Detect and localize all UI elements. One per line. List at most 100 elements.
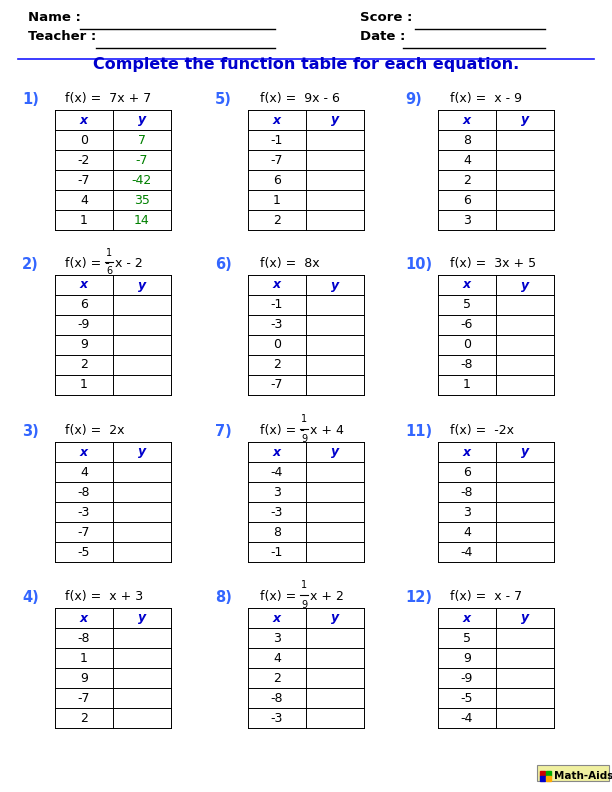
Text: -1: -1 bbox=[271, 299, 283, 311]
Text: -8: -8 bbox=[461, 359, 473, 371]
Bar bbox=[540, 771, 545, 776]
Text: f(x) =: f(x) = bbox=[260, 590, 304, 603]
Text: x: x bbox=[80, 279, 88, 291]
Text: 4: 4 bbox=[273, 652, 281, 664]
Text: 35: 35 bbox=[134, 193, 150, 207]
Text: 4: 4 bbox=[80, 466, 88, 478]
Text: -3: -3 bbox=[271, 318, 283, 332]
Text: -7: -7 bbox=[271, 154, 283, 166]
Text: y: y bbox=[331, 445, 339, 459]
Text: -3: -3 bbox=[271, 505, 283, 519]
Text: y: y bbox=[521, 113, 529, 127]
Text: 5: 5 bbox=[463, 631, 471, 645]
Text: 8): 8) bbox=[215, 590, 232, 605]
Text: Complete the function table for each equation.: Complete the function table for each equ… bbox=[93, 57, 519, 72]
Text: x + 2: x + 2 bbox=[310, 590, 344, 603]
Text: -8: -8 bbox=[78, 485, 90, 498]
Text: 6: 6 bbox=[273, 173, 281, 186]
Text: -1: -1 bbox=[271, 546, 283, 558]
Text: x: x bbox=[80, 611, 88, 625]
Text: 0: 0 bbox=[80, 134, 88, 147]
Text: 10): 10) bbox=[405, 257, 432, 272]
Text: x: x bbox=[273, 279, 281, 291]
Text: -4: -4 bbox=[271, 466, 283, 478]
Text: f(x) =  2x: f(x) = 2x bbox=[65, 424, 124, 437]
Text: f(x) =  -2x: f(x) = -2x bbox=[450, 424, 514, 437]
Text: f(x) = -: f(x) = - bbox=[260, 424, 305, 437]
Bar bbox=[540, 776, 545, 781]
Text: f(x) =  x - 7: f(x) = x - 7 bbox=[450, 590, 522, 603]
Text: y: y bbox=[138, 279, 146, 291]
Text: y: y bbox=[331, 113, 339, 127]
Text: 4: 4 bbox=[463, 154, 471, 166]
Text: 12): 12) bbox=[405, 590, 432, 605]
Text: 1: 1 bbox=[80, 379, 88, 391]
Text: 1: 1 bbox=[80, 214, 88, 227]
Text: 1: 1 bbox=[301, 414, 307, 425]
Text: -8: -8 bbox=[461, 485, 473, 498]
Text: 2: 2 bbox=[80, 711, 88, 725]
Text: 2: 2 bbox=[80, 359, 88, 371]
Text: 0: 0 bbox=[273, 338, 281, 352]
Text: 9: 9 bbox=[301, 600, 307, 610]
Text: -2: -2 bbox=[78, 154, 90, 166]
Text: 3: 3 bbox=[273, 485, 281, 498]
Text: x: x bbox=[273, 113, 281, 127]
Text: -9: -9 bbox=[461, 672, 473, 684]
Text: 6: 6 bbox=[80, 299, 88, 311]
Text: 8: 8 bbox=[463, 134, 471, 147]
Text: 0: 0 bbox=[463, 338, 471, 352]
Text: -8: -8 bbox=[271, 691, 283, 705]
Text: -9: -9 bbox=[78, 318, 90, 332]
Text: 2): 2) bbox=[22, 257, 39, 272]
Text: f(x) =  7x + 7: f(x) = 7x + 7 bbox=[65, 92, 151, 105]
Text: 3: 3 bbox=[273, 631, 281, 645]
Text: 9: 9 bbox=[301, 433, 307, 444]
Text: -7: -7 bbox=[78, 691, 90, 705]
Text: 1: 1 bbox=[301, 581, 307, 591]
Text: y: y bbox=[331, 279, 339, 291]
Text: 7): 7) bbox=[215, 424, 232, 439]
Text: -4: -4 bbox=[461, 711, 473, 725]
Text: f(x) =  8x: f(x) = 8x bbox=[260, 257, 319, 270]
Text: 7: 7 bbox=[138, 134, 146, 147]
Text: 9: 9 bbox=[463, 652, 471, 664]
Text: 9: 9 bbox=[80, 672, 88, 684]
Text: -5: -5 bbox=[78, 546, 90, 558]
Text: -6: -6 bbox=[461, 318, 473, 332]
Text: 6: 6 bbox=[463, 466, 471, 478]
Text: y: y bbox=[521, 279, 529, 291]
Text: x: x bbox=[463, 611, 471, 625]
Text: 8: 8 bbox=[273, 526, 281, 539]
Text: y: y bbox=[521, 611, 529, 625]
Text: Teacher :: Teacher : bbox=[28, 30, 96, 43]
Text: 4: 4 bbox=[80, 193, 88, 207]
Text: 4: 4 bbox=[463, 526, 471, 539]
Text: 5: 5 bbox=[463, 299, 471, 311]
Text: f(x) =  3x + 5: f(x) = 3x + 5 bbox=[450, 257, 536, 270]
FancyBboxPatch shape bbox=[537, 765, 609, 781]
Text: x: x bbox=[463, 279, 471, 291]
Text: Math-Aids.Com: Math-Aids.Com bbox=[554, 771, 612, 781]
Text: 1: 1 bbox=[106, 247, 112, 257]
Text: x: x bbox=[463, 445, 471, 459]
Text: -5: -5 bbox=[461, 691, 473, 705]
Text: 9): 9) bbox=[405, 92, 422, 107]
Text: 1): 1) bbox=[22, 92, 39, 107]
Text: x: x bbox=[273, 611, 281, 625]
Text: 3): 3) bbox=[22, 424, 39, 439]
Text: f(x) = -: f(x) = - bbox=[65, 257, 110, 270]
Text: -1: -1 bbox=[271, 134, 283, 147]
Text: 4): 4) bbox=[22, 590, 39, 605]
Text: Date :: Date : bbox=[360, 30, 405, 43]
Text: 9: 9 bbox=[80, 338, 88, 352]
Text: 2: 2 bbox=[273, 672, 281, 684]
Text: y: y bbox=[331, 611, 339, 625]
Text: 1: 1 bbox=[273, 193, 281, 207]
Text: y: y bbox=[138, 113, 146, 127]
Text: x: x bbox=[80, 445, 88, 459]
Text: 2: 2 bbox=[273, 359, 281, 371]
Bar bbox=[546, 776, 551, 781]
Text: -7: -7 bbox=[78, 173, 90, 186]
Text: -7: -7 bbox=[78, 526, 90, 539]
